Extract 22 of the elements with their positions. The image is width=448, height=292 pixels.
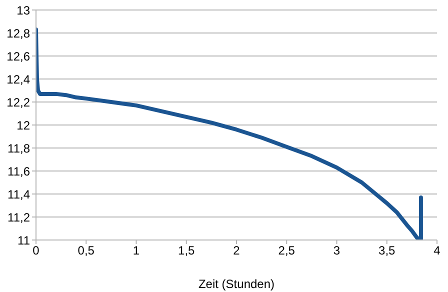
y-tick-label: 13 [16, 3, 30, 18]
y-tick-label: 12,2 [6, 95, 30, 110]
y-tick-label: 12,4 [6, 72, 30, 86]
y-tick-label: 12,8 [6, 26, 30, 40]
y-tick-label: 11,2 [8, 210, 30, 224]
x-tick-label: 0 [32, 244, 40, 258]
x-tick-label: 1,5 [178, 244, 196, 258]
y-tick-label: 11 [18, 233, 30, 248]
line-series [36, 28, 423, 240]
y-tick-label: 11,8 [8, 141, 30, 156]
y-tick-label: 11,4 [8, 187, 30, 202]
x-tick-label: 2,5 [278, 244, 296, 258]
x-axis-title: Zeit (Stunden) [198, 277, 275, 291]
x-tick-label: 3 [333, 244, 340, 258]
y-tick-label: 12 [16, 118, 30, 132]
x-tick-label: 4 [434, 244, 441, 258]
x-tick-label: 1 [132, 244, 140, 258]
x-tick-label: 0,5 [78, 244, 95, 258]
y-tick-label: 12,6 [6, 49, 30, 64]
x-tick-label: 3,5 [378, 244, 396, 258]
y-tick-label: 11,6 [8, 164, 30, 178]
x-tick-label: 2 [233, 244, 240, 258]
